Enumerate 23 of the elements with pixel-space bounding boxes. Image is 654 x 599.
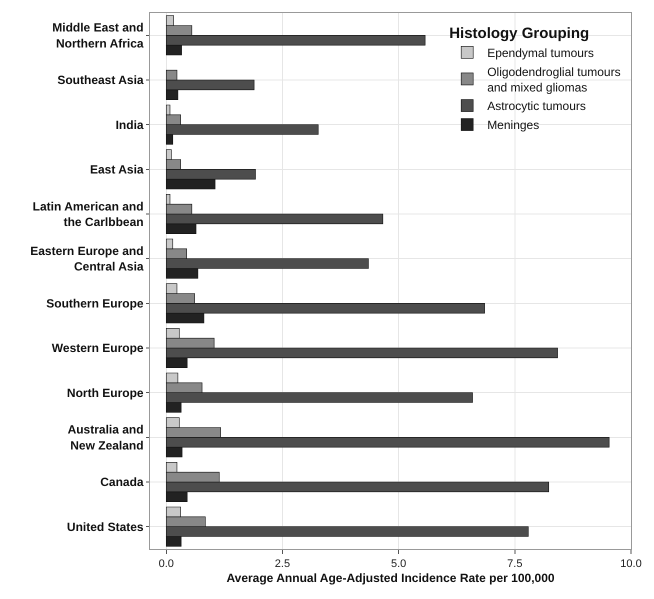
y-tick-label: Eastern Europe and Central Asia xyxy=(30,244,144,274)
y-tick-label: Australia and New Zealand xyxy=(68,422,144,452)
x-tick-label: 10.0 xyxy=(620,558,642,570)
y-tick-label: North Europe xyxy=(66,386,144,400)
y-tick-label: Canada xyxy=(100,475,144,490)
x-tick-label: 7.5 xyxy=(507,558,522,570)
legend-label: Astrocytic tumours xyxy=(487,99,586,114)
legend-title: Histology Grouping xyxy=(449,24,590,42)
x-axis-title: Average Annual Age-Adjusted Incidence Rate per 100,000 xyxy=(226,571,555,586)
y-tick-label: Southeast Asia xyxy=(57,73,144,88)
y-tick-label: Southern Europe xyxy=(46,296,144,311)
legend-label: Ependymal tumours xyxy=(487,46,594,60)
y-tick-label: United States xyxy=(66,520,144,534)
x-tick-label: 0.0 xyxy=(158,558,174,570)
y-tick-label: India xyxy=(116,118,144,132)
y-tick-label: East Asia xyxy=(90,162,144,177)
y-tick-label: Middle East and Northern Africa xyxy=(52,20,144,50)
x-tick-label: 2.5 xyxy=(274,558,290,570)
y-tick-label: Latin American and the Carlbbean xyxy=(32,199,144,229)
x-tick-label: 5.0 xyxy=(390,558,406,570)
legend-label: Meninges xyxy=(487,118,540,132)
y-tick-label: Western Europe xyxy=(52,341,144,356)
legend-label: Oligodendroglial tumours and mixed gliomas xyxy=(487,64,621,94)
